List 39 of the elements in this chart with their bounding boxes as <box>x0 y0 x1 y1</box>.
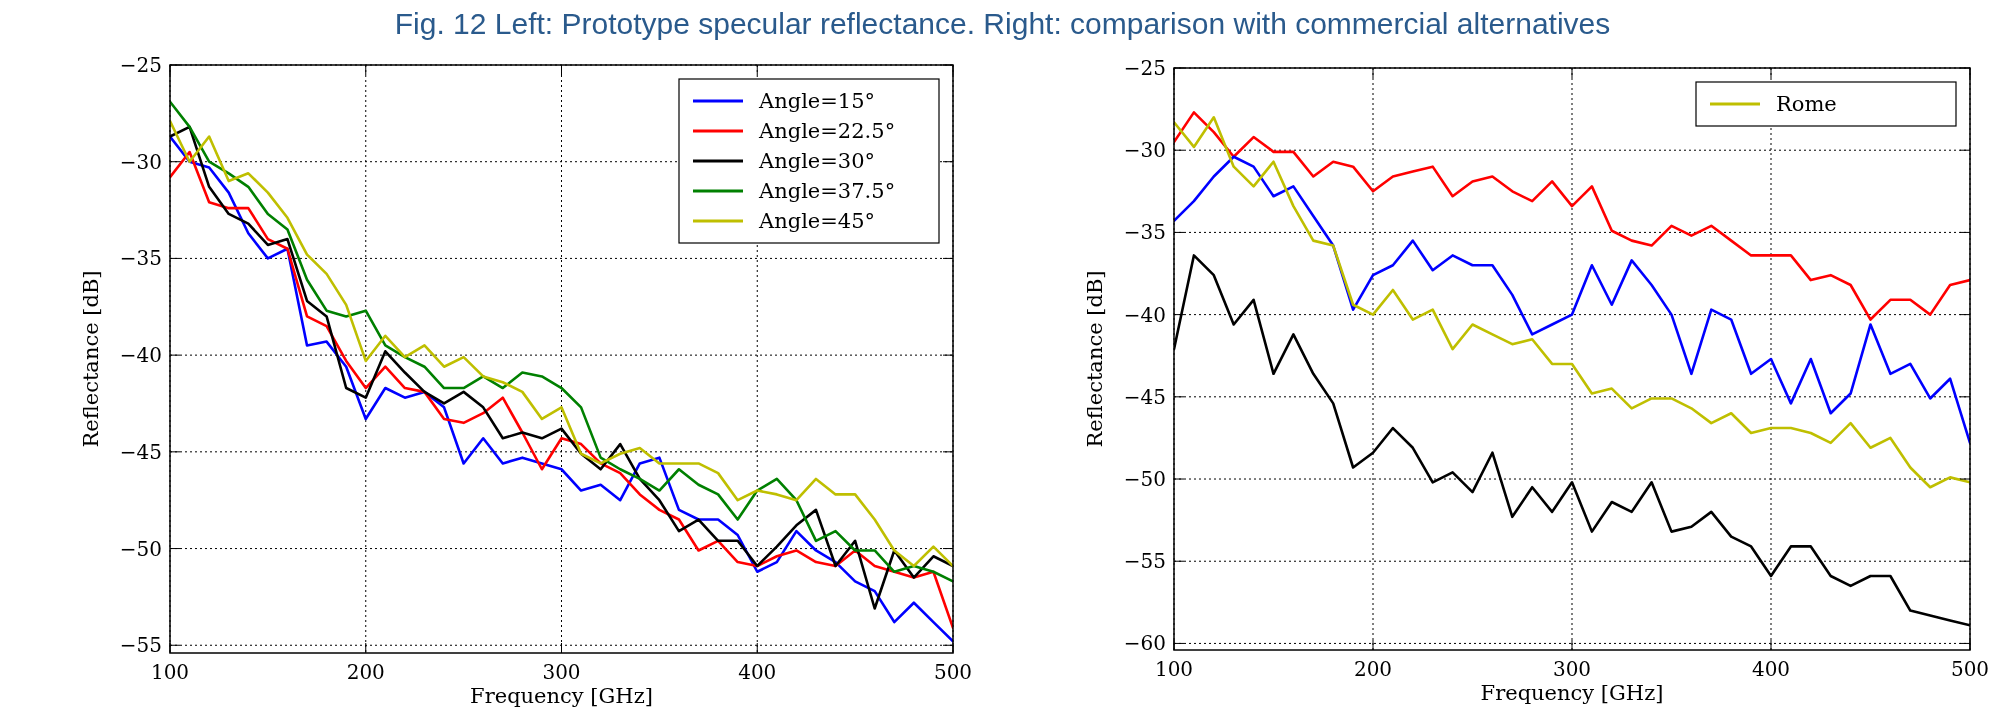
y-tick-label: −35 <box>1123 220 1166 245</box>
y-tick-label: −50 <box>1123 467 1166 492</box>
legend-label: Rome <box>1776 92 1837 116</box>
y-tick-label: −55 <box>119 633 162 658</box>
y-tick-label: −30 <box>1123 138 1166 163</box>
y-axis-title: Reflectance [dB] <box>79 270 103 448</box>
x-tick-label: 400 <box>738 660 777 684</box>
y-tick-label: −40 <box>1123 302 1166 327</box>
x-axis-title: Frequency [GHz] <box>470 684 653 708</box>
x-tick-label: 200 <box>1353 657 1393 681</box>
y-tick-label: −45 <box>119 439 162 464</box>
legend-label: Angle=22.5° <box>758 119 896 143</box>
y-tick-label: −40 <box>119 343 162 368</box>
x-tick-label: 400 <box>1751 657 1791 681</box>
y-tick-label: −25 <box>1123 56 1166 80</box>
x-tick-label: 500 <box>1950 657 1990 681</box>
y-tick-label: −25 <box>119 53 162 77</box>
x-tick-label: 100 <box>150 660 190 684</box>
y-axis-title: Reflectance [dB] <box>1083 270 1107 448</box>
y-tick-label: −55 <box>1123 549 1166 574</box>
chart-title: Fig. 12 Left: Prototype specular reflectance. Right: comparison with commercial alternatives <box>394 7 1611 40</box>
y-tick-label: −45 <box>1123 384 1166 409</box>
y-tick-label: −35 <box>119 246 162 271</box>
legend-label: Angle=37.5° <box>758 179 896 203</box>
y-tick-label: −50 <box>119 536 162 561</box>
line-series <box>1174 111 1970 321</box>
x-tick-label: 200 <box>346 660 385 684</box>
legend-label: Angle=15° <box>758 89 876 113</box>
line-series <box>1174 155 1970 445</box>
x-tick-label: 500 <box>933 660 973 684</box>
line-series <box>1174 116 1970 489</box>
y-tick-label: −30 <box>119 149 162 174</box>
x-tick-label: 300 <box>542 660 581 684</box>
legend-label: Angle=45° <box>758 209 876 233</box>
y-tick-label: −60 <box>1123 631 1166 656</box>
x-tick-label: 100 <box>1154 657 1194 681</box>
x-tick-label: 300 <box>1552 657 1592 681</box>
x-axis-title: Frequency [GHz] <box>1480 681 1664 705</box>
legend-label: Angle=30° <box>758 149 876 173</box>
